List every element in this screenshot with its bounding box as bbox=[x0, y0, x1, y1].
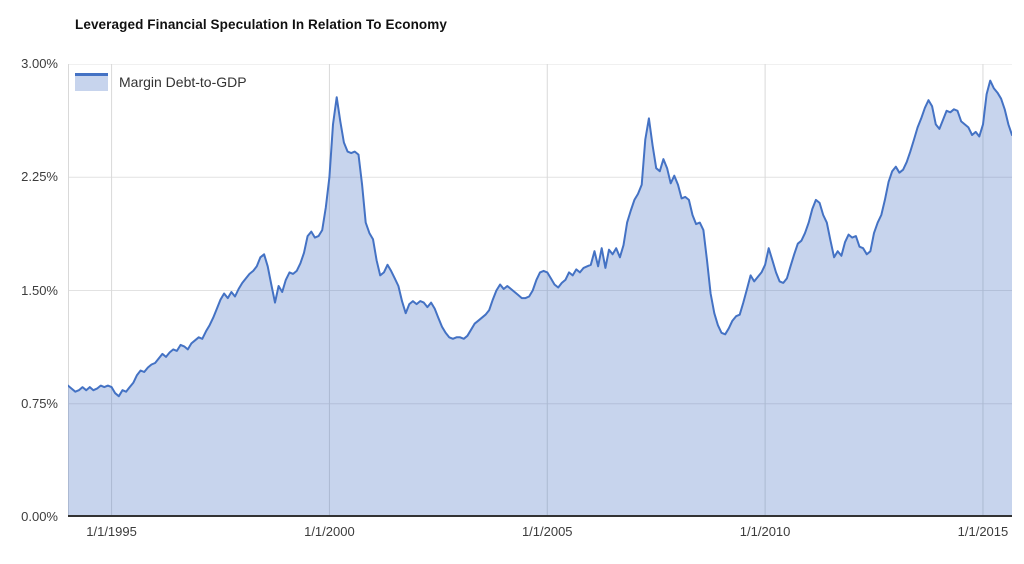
legend-label: Margin Debt-to-GDP bbox=[119, 74, 247, 90]
series-area-fill bbox=[68, 80, 1012, 517]
x-axis-tick-label: 1/1/2000 bbox=[304, 524, 355, 539]
y-axis-tick-label: 0.75% bbox=[21, 395, 58, 411]
plot-area bbox=[68, 64, 1012, 517]
y-axis-tick-label: 1.50% bbox=[21, 282, 58, 298]
y-axis-tick-label: 3.00% bbox=[21, 56, 58, 71]
legend-area-swatch-icon bbox=[75, 73, 108, 91]
series-line bbox=[68, 79, 1012, 398]
chart-title: Leveraged Financial Speculation In Relat… bbox=[75, 17, 447, 32]
y-axis-tick-label: 0.00% bbox=[21, 509, 58, 524]
y-axis-tick-label: 2.25% bbox=[21, 169, 58, 185]
x-axis-tick-label: 1/1/2005 bbox=[521, 524, 573, 539]
legend-swatch-fill bbox=[75, 76, 108, 91]
x-axis-tick-label: 1/1/2015 bbox=[957, 524, 1009, 539]
x-axis-tick-label: 1/1/1995 bbox=[86, 524, 137, 539]
legend: Margin Debt-to-GDP bbox=[75, 73, 247, 91]
area-chart-canvas bbox=[68, 64, 1012, 517]
legend-swatch-line bbox=[75, 73, 108, 76]
x-axis-tick-label: 1/1/2010 bbox=[739, 524, 791, 539]
